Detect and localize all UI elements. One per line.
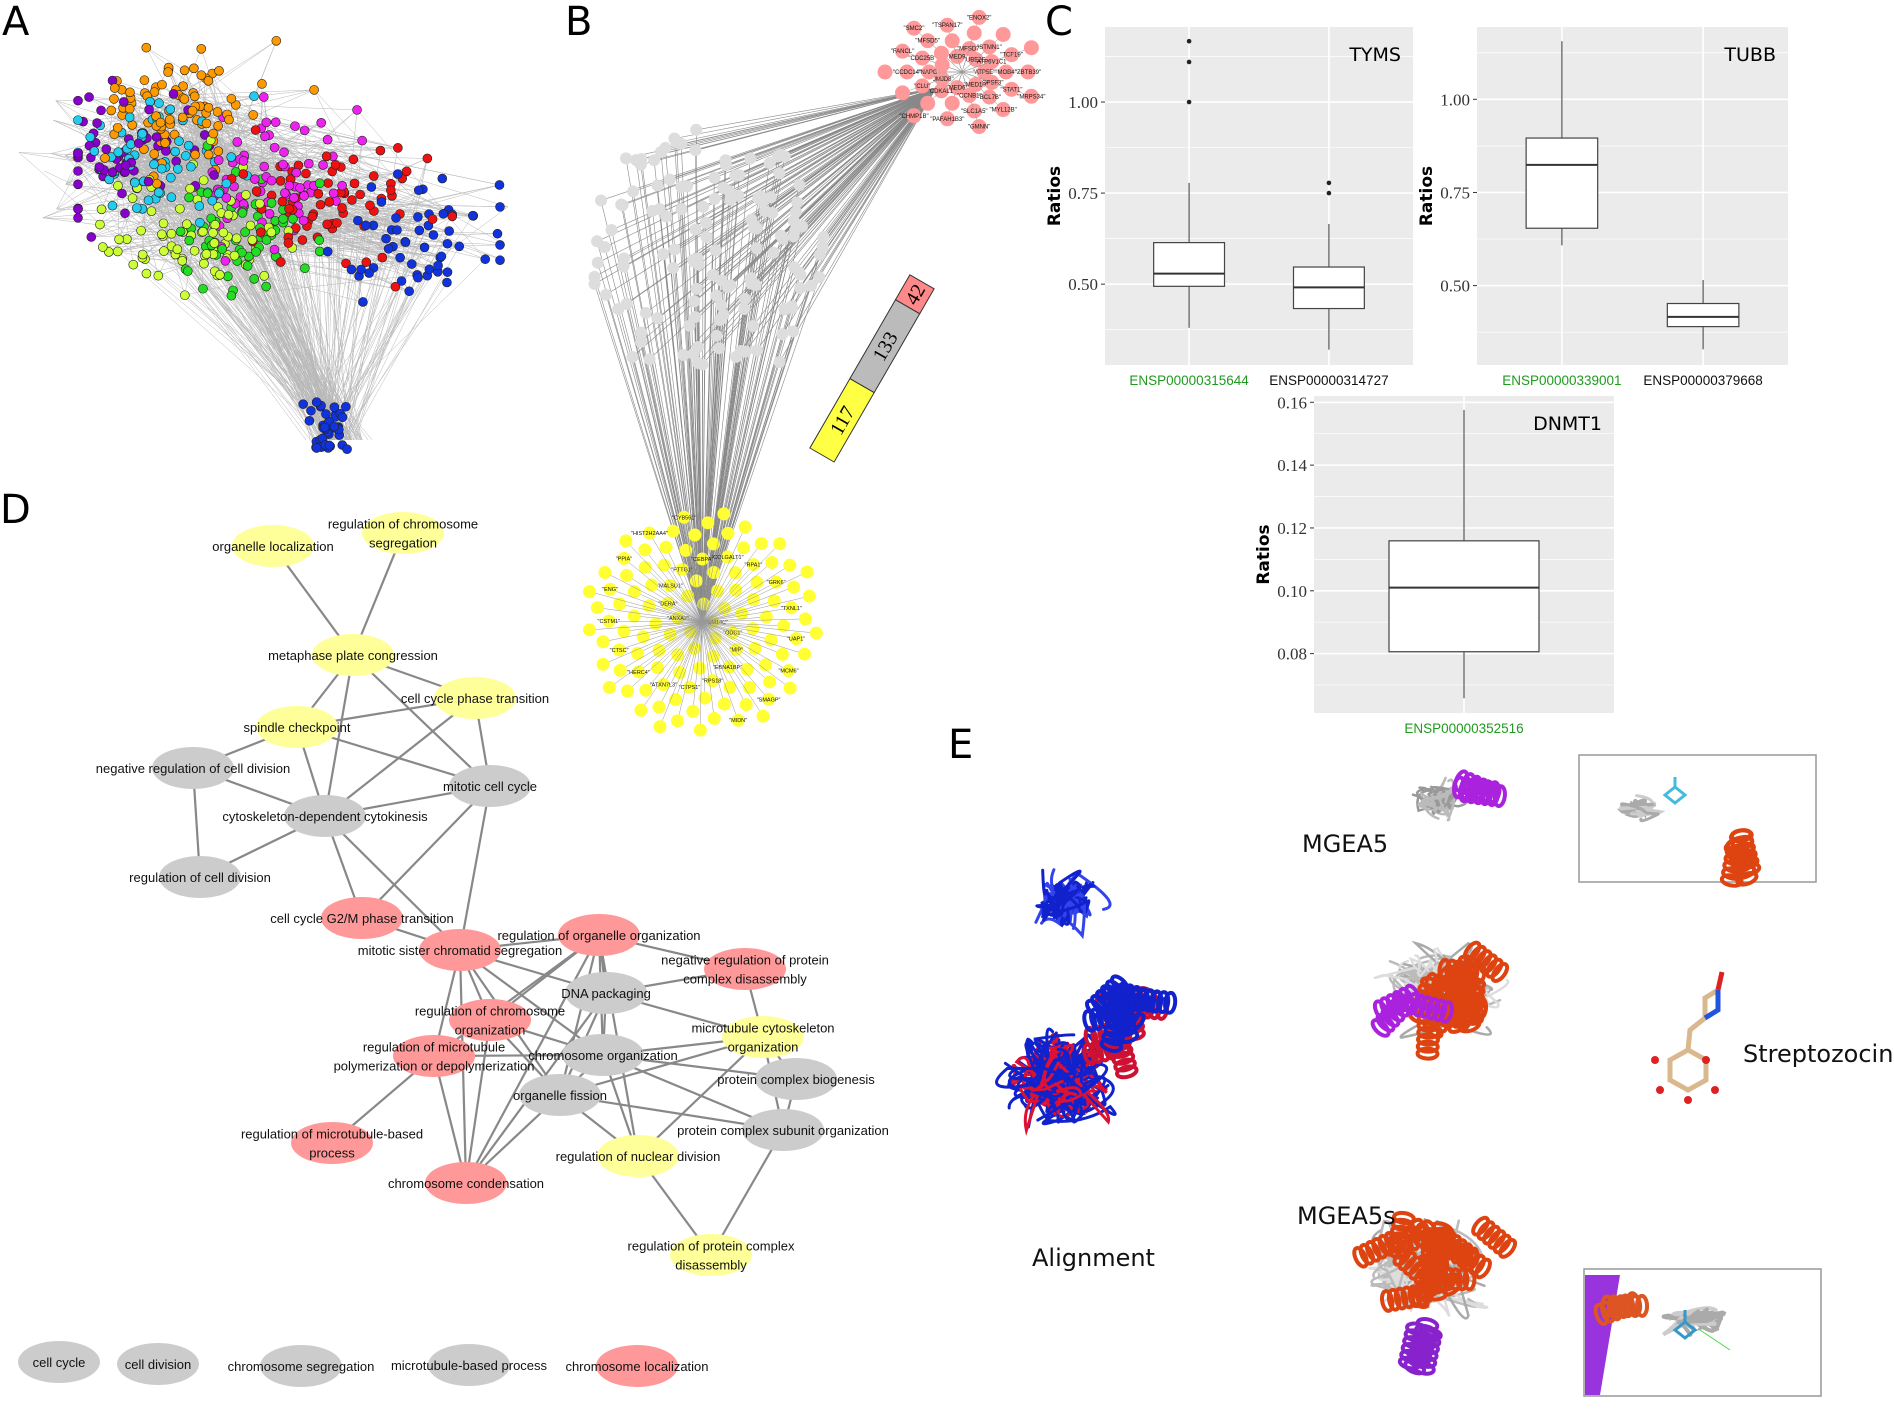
network-edge — [205, 78, 261, 192]
network-edge — [99, 224, 188, 272]
network-edge — [117, 185, 307, 441]
network-edge — [339, 282, 448, 441]
mgea5s-structure — [1352, 1210, 1518, 1376]
streptozocin-molecule — [1651, 971, 1725, 1104]
network-edge — [304, 130, 506, 246]
mgea5-label: MGEA5 — [1302, 830, 1389, 858]
network-edge — [154, 91, 325, 441]
network-edge — [146, 47, 185, 71]
network-edge — [345, 277, 419, 407]
network-edge — [253, 40, 277, 97]
panel-label-e: E — [948, 722, 974, 768]
helix-turn — [1115, 1064, 1139, 1080]
oxygen-bond — [1715, 971, 1725, 991]
helix-turn — [1379, 1289, 1395, 1313]
network-edge — [321, 122, 392, 184]
network-edge — [263, 96, 270, 136]
network-edge — [338, 269, 430, 430]
network-edge — [329, 158, 428, 446]
sugar-ring — [1667, 1047, 1709, 1093]
network-edge — [144, 259, 186, 296]
network-edge — [130, 97, 327, 157]
mgea5s-label: MGEA5s — [1297, 1202, 1396, 1230]
network-edge — [56, 145, 90, 210]
network-edge — [117, 251, 215, 272]
inset-frame — [1578, 754, 1817, 883]
network-edge — [295, 228, 339, 428]
network-edge — [182, 85, 307, 174]
network-edge — [155, 115, 355, 184]
network-edge — [226, 179, 506, 246]
streptozocin-label: Streptozocin — [1743, 1040, 1894, 1068]
oxygen-atom — [1711, 1086, 1719, 1094]
network-edge — [347, 274, 418, 441]
network-edge — [356, 109, 486, 260]
network-edge — [328, 269, 352, 422]
network-edge — [313, 89, 375, 212]
network-edge — [114, 173, 358, 441]
network-edge — [195, 106, 290, 186]
network-edge — [441, 206, 509, 257]
network-edge — [294, 186, 330, 422]
network-a — [18, 36, 509, 455]
network-edge — [132, 78, 206, 126]
binding-site-inset-mgea5 — [1578, 754, 1817, 888]
network-edge — [148, 109, 347, 441]
network-edge — [357, 214, 453, 221]
network-edge — [348, 220, 359, 441]
mgea5-structure — [1370, 769, 1510, 1061]
network-edge — [327, 139, 381, 151]
network-edge — [165, 167, 359, 441]
binding-site-inset-mgea5s — [1583, 1268, 1822, 1397]
network-edge — [313, 89, 433, 220]
network-edge — [158, 40, 277, 117]
network-edge — [227, 114, 398, 149]
panel-label-d: D — [0, 487, 31, 533]
network-edge — [148, 109, 344, 441]
network-edge — [339, 150, 381, 436]
helix-turn — [1163, 990, 1178, 1015]
network-edge — [340, 225, 429, 414]
network-edge — [260, 190, 365, 227]
network-edge — [293, 197, 401, 258]
inset-frame — [1583, 1268, 1822, 1397]
network-edge — [231, 89, 315, 99]
network-edge — [231, 274, 418, 296]
panel-label-b: B — [565, 0, 593, 45]
network-edge — [395, 217, 504, 261]
network-edge — [207, 145, 347, 441]
network-edge — [103, 169, 215, 243]
network-edge — [332, 228, 389, 250]
oxygen-atom — [1651, 1056, 1659, 1064]
network-edge — [368, 178, 403, 274]
network-edge — [274, 216, 418, 250]
network-edge — [259, 228, 341, 441]
network-edge — [154, 153, 348, 441]
network-edge — [325, 205, 371, 428]
network-edge — [266, 122, 327, 441]
chain — [1685, 987, 1720, 1051]
network-edge — [276, 189, 423, 258]
oxygen-atom — [1656, 1086, 1664, 1094]
network-edge — [126, 238, 232, 296]
panel-label-c: C — [1045, 0, 1073, 45]
oxygen-atom — [1702, 1056, 1710, 1064]
alignment-structure — [995, 868, 1178, 1137]
helix-turn — [1415, 1046, 1440, 1061]
network-edge — [117, 251, 331, 441]
network-edge — [331, 171, 337, 415]
oxygen-atom — [1684, 1096, 1692, 1104]
alignment-label: Alignment — [1032, 1244, 1155, 1272]
network-edge — [89, 145, 317, 448]
network-edge — [326, 156, 428, 159]
panel-label-a: A — [2, 0, 30, 45]
network-edge — [153, 176, 358, 221]
